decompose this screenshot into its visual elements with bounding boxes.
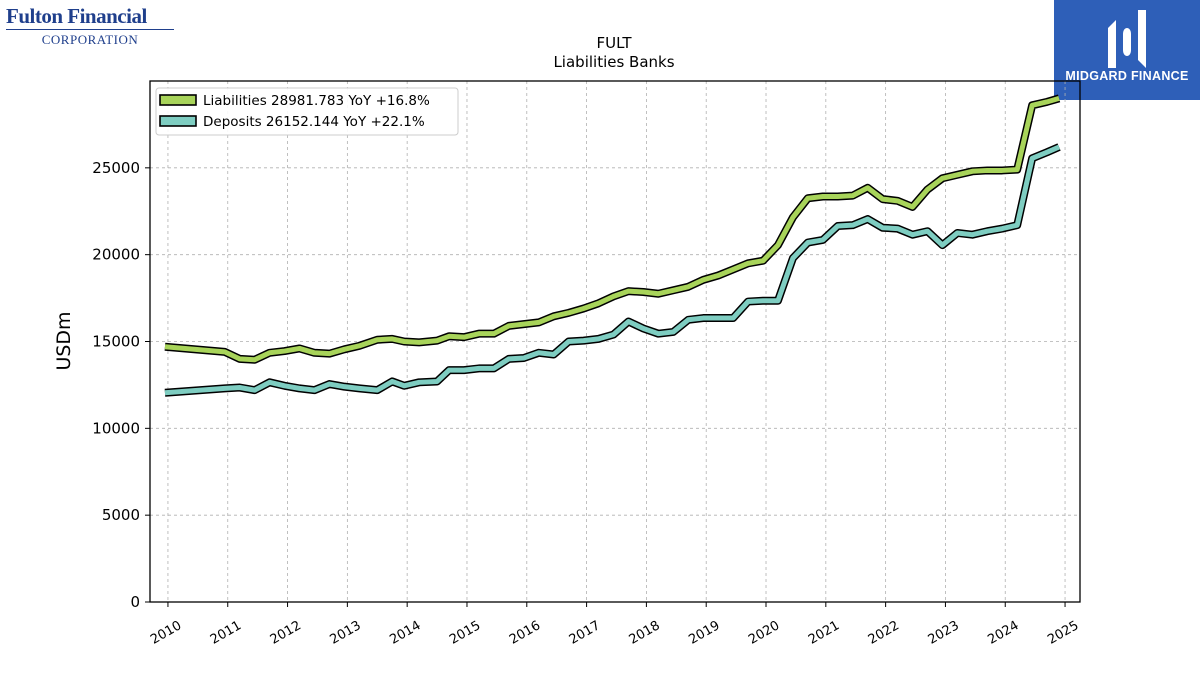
x-tick-label: 2013 (328, 618, 364, 648)
x-tick-label: 2014 (387, 618, 423, 648)
x-tick-label: 2023 (926, 618, 962, 648)
fulton-logo-rule (6, 29, 174, 30)
x-tick-label: 2025 (1045, 618, 1081, 648)
grid-lines (150, 81, 1080, 603)
y-tick-label: 10000 (92, 419, 140, 437)
x-tick-label: 2011 (208, 618, 244, 648)
fulton-financial-logo: Fulton Financial CORPORATION (6, 4, 174, 48)
legend-swatch-liabilities (159, 94, 197, 106)
x-tick-label: 2020 (746, 618, 782, 648)
series-line-deposits (164, 144, 1061, 396)
x-tick-label: 2017 (567, 618, 603, 648)
y-axis-label: USDm (53, 311, 75, 370)
chart-title: FULT (596, 34, 632, 52)
x-tick-label: 2012 (268, 618, 304, 648)
legend-box (155, 87, 459, 136)
y-tick-label: 5000 (102, 506, 140, 524)
x-tick-label: 2016 (507, 618, 543, 648)
x-tick-label: 2024 (985, 618, 1021, 648)
x-tick-label: 2015 (447, 618, 483, 648)
series-outline-deposits (164, 143, 1061, 397)
fulton-logo-name: Fulton Financial (6, 4, 147, 28)
legend: Liabilities 28981.783 YoY +16.8% Deposits… (155, 87, 459, 136)
chart-subtitle: Liabilities Banks (553, 53, 674, 71)
x-tick-label: 2021 (806, 618, 842, 648)
midgard-logo-mark-icon (1108, 10, 1146, 68)
x-tick-label: 2010 (148, 618, 184, 648)
x-tick-label: 2018 (627, 618, 663, 648)
y-tick-label: 15000 (92, 333, 140, 351)
y-tick-label: 20000 (92, 246, 140, 264)
y-tick-label: 0 (130, 593, 140, 611)
legend-label-deposits: Deposits 26152.144 YoY +22.1% (203, 114, 425, 130)
midgard-finance-logo: MIDGARD FINANCE (1054, 0, 1200, 100)
y-tick-label: 25000 (92, 159, 140, 177)
series-lines (164, 94, 1061, 397)
x-tick-label: 2022 (866, 618, 902, 648)
series-line-liabilities (164, 95, 1060, 363)
x-tick-label: 2019 (686, 618, 722, 648)
legend-label-liabilities: Liabilities 28981.783 YoY +16.8% (203, 93, 430, 109)
fulton-logo-corporation: CORPORATION (41, 32, 139, 47)
legend-swatch-deposits (159, 115, 197, 127)
midgard-logo-wordmark: MIDGARD FINANCE (1065, 69, 1189, 83)
